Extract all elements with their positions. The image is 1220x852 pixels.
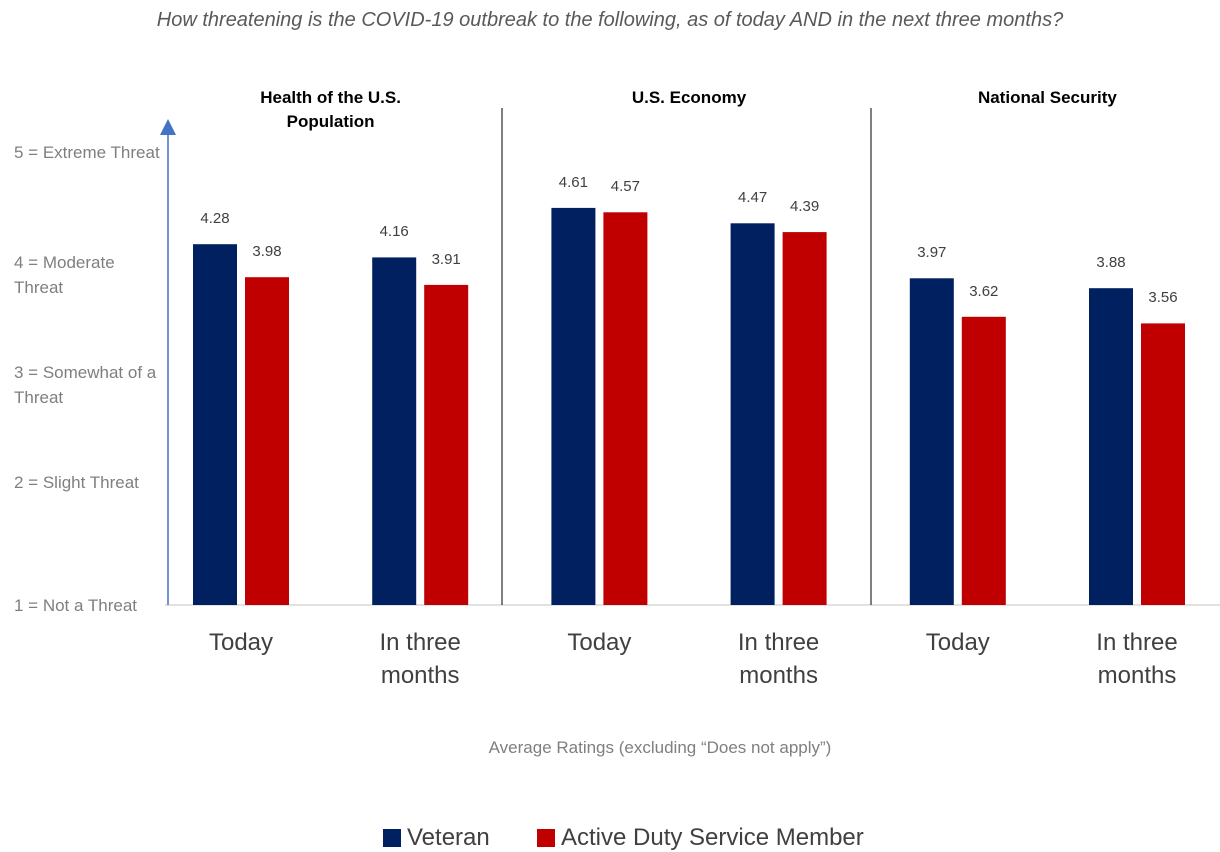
x-tick-label: Today [208, 629, 274, 656]
value-label: 4.57 [610, 178, 640, 196]
y-tick-label: 5 = Extreme Threat [14, 143, 160, 162]
y-tick-label: 3 = Somewhat of a Threat [14, 363, 157, 407]
value-label: 3.62 [969, 282, 999, 300]
value-label: 4.28 [200, 210, 230, 228]
bar [603, 212, 648, 606]
bar [372, 257, 417, 605]
x-tick-label: In three months [1096, 629, 1178, 689]
bar [551, 207, 596, 605]
y-tick-label: 4 = Moderate Threat [14, 253, 115, 297]
value-label: 3.98 [252, 243, 282, 261]
bar [782, 232, 827, 605]
y-arrow-head [160, 119, 176, 135]
legend-item: Active Duty Service Member [537, 824, 864, 852]
value-label: 3.97 [917, 244, 947, 262]
value-label: 4.61 [558, 173, 588, 191]
x-tick-label: Today [567, 629, 632, 656]
value-label: 3.91 [431, 250, 461, 268]
bar [193, 244, 237, 605]
value-label: 4.47 [737, 189, 768, 207]
bar [730, 223, 775, 606]
bar [961, 316, 1006, 605]
value-label: 4.16 [379, 223, 409, 241]
group-label: U.S. Economy [631, 88, 747, 107]
legend-label: Active Duty Service Member [561, 824, 864, 851]
chart-title: How threatening is the COVID-19 outbreak… [156, 9, 1064, 31]
y-tick-label: 1 = Not a Threat [14, 596, 138, 615]
legend-swatch [383, 829, 401, 847]
value-label: 3.56 [1148, 289, 1178, 307]
x-tick-label: In three months [379, 629, 461, 689]
bar [245, 277, 289, 605]
legend-label: Veteran [407, 824, 490, 851]
bar [424, 284, 469, 605]
group-label: Health of the U.S. Population [260, 88, 401, 131]
bar [909, 278, 954, 605]
bar [1089, 288, 1133, 605]
legend-item: Veteran [383, 824, 490, 852]
x-tick-label: Today [925, 629, 990, 656]
bar [1141, 323, 1185, 605]
value-label: 4.39 [789, 198, 820, 216]
x-tick-label: In three months [737, 629, 820, 689]
legend-swatch [537, 829, 555, 847]
value-label: 3.88 [1096, 254, 1126, 272]
y-tick-label: 2 = Slight Threat [14, 473, 139, 492]
group-label: National Security [977, 88, 1117, 107]
x-axis-label: Average Ratings (excluding “Does not app… [488, 738, 832, 757]
